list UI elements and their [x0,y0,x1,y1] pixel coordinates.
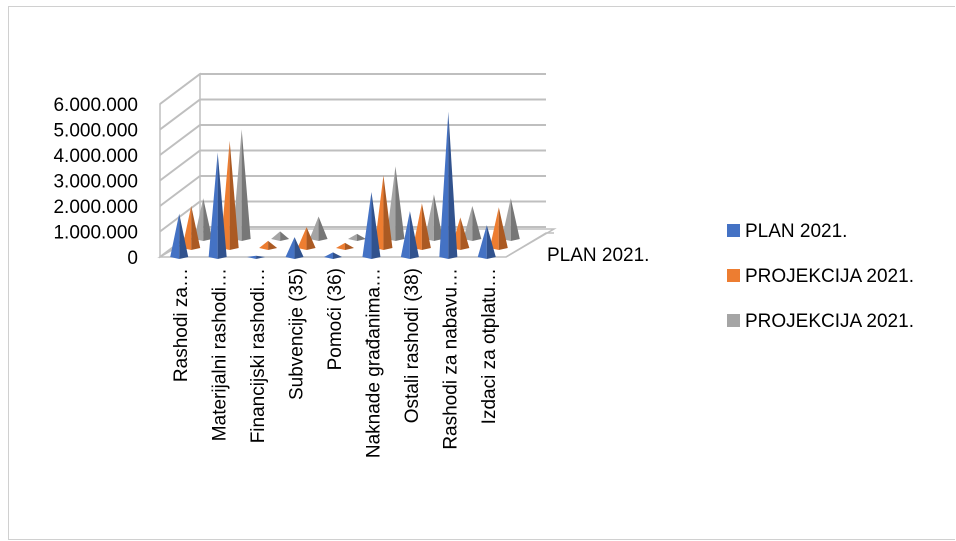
cone-3-8-left [463,205,473,241]
cone-1-9-left [477,225,487,259]
cone-1-4-right [294,237,304,259]
cone-2-9-left [489,207,499,250]
category-label: Ostali rashodi (38) [402,268,423,423]
cone-2-4-left [297,227,307,250]
cone-3-7-right [433,194,443,241]
y-tick-label: 2.000.000 [53,197,138,218]
cone-1-2-left [208,152,218,259]
legend-label-1: PLAN 2021. [745,221,847,242]
gridline [159,98,546,131]
cone-2-7-right [421,203,431,250]
legend-label-2: PROJEKCIJA 2021. [745,266,914,287]
cone-1-8-right [448,111,458,260]
cone-3-5-left [348,233,357,241]
cone-3-5-right [357,233,366,241]
y-tick-label: 5.000.000 [53,121,138,142]
cone-2-8-right [460,217,470,250]
category-label: Financijski rashodi… [248,268,269,443]
cone-3-4-right [318,216,328,241]
depth-axis-label: PLAN 2021. [547,245,649,266]
cone-1-7-left [400,211,410,259]
category-label: Izdaci za otplatu… [479,268,500,424]
cone-3-3-right [280,231,290,241]
cone-2-9-right [498,207,508,250]
cone-3-7-left [424,194,434,241]
category-label: Pomoći (36) [325,268,346,370]
cone-1-1-right [179,213,189,259]
gridline [159,200,546,233]
category-label: Naknade građanima… [363,268,384,458]
chart-frame [8,6,955,540]
cone-2-6-right [383,175,393,250]
depth-axis [505,232,554,258]
cone-3-9-left [501,198,511,241]
y-tick-label: 3.000.000 [53,172,138,193]
cone-3-6-right [395,166,405,241]
cone-3-2-right [241,129,251,241]
cone-3-8-right [472,205,482,241]
cone-1-2-right [217,152,227,259]
gridline [159,124,546,156]
cone-2-5-right [345,242,354,250]
cone-1-5-left [324,252,333,259]
category-label: Rashodi za nabavu… [440,268,461,450]
cone-1-6-left [362,191,372,259]
y-tick-label: 6.000.000 [53,95,138,116]
cone-2-5-left [336,242,345,250]
category-label: Materijalni rashodi… [210,268,231,441]
cone-1-1-left [170,213,180,259]
cone-2-3-right [268,240,278,250]
legend-swatch-3 [727,314,740,327]
cone-3-9-right [510,198,520,241]
cone-1-5-right [333,252,342,259]
cone-3-3-left [271,231,281,241]
cone-1-3-right [256,255,266,259]
category-label: Rashodi za… [171,268,192,382]
cone-1-4-left [285,237,295,259]
cone-3-1-left [194,198,204,241]
cone-1-6-right [371,191,381,259]
cone-3-1-right [203,198,213,241]
category-label: Subvencije (35) [287,268,308,400]
legend-swatch-1 [727,224,740,237]
cone-2-1-right [191,205,201,250]
gridline [159,149,546,182]
cone-2-3-left [259,240,269,250]
cone-1-8-left [439,111,449,260]
gridline [159,73,546,105]
cone-1-9-right [486,225,496,259]
gridline [159,175,546,207]
cone-3-4-left [309,216,319,241]
legend-label-3: PROJEKCIJA 2021. [745,311,914,332]
cone-2-2-right [229,140,239,250]
legend-swatch-2 [727,269,740,282]
cone-2-4-right [306,227,316,250]
y-tick-label: 4.000.000 [53,146,138,167]
cone-1-7-right [409,211,419,259]
y-tick-label: 0 [127,248,138,269]
y-tick-label: 1.000.000 [53,223,138,244]
cone-1-3-left [247,255,257,259]
